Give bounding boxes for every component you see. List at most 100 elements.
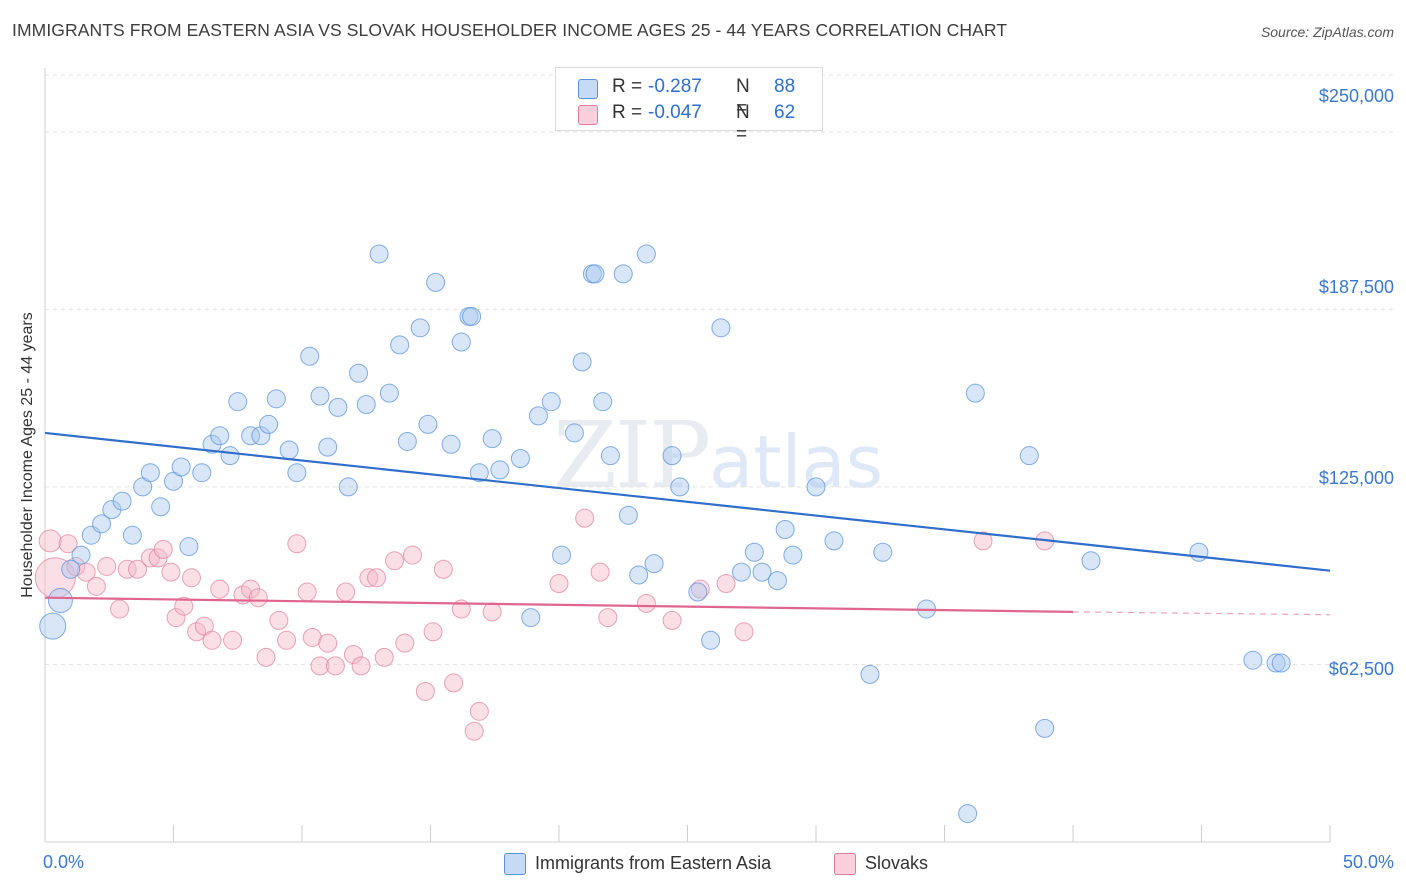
slovaks-point — [636, 593, 656, 613]
slovaks-point — [433, 559, 453, 579]
slovaks-trendline — [44, 596, 1074, 613]
eastern-asia-point — [1019, 446, 1039, 466]
eastern-asia-point — [356, 395, 376, 415]
eastern-asia-point — [1081, 551, 1101, 571]
slovaks-point — [58, 534, 78, 554]
eastern-asia-point — [490, 460, 510, 480]
slovaks-point — [318, 633, 338, 653]
chart-title: IMMIGRANTS FROM EASTERN ASIA VS SLOVAK H… — [12, 20, 1008, 40]
correlation-legend: R = -0.287 N = 88 R = -0.047 N = 62 — [555, 67, 823, 145]
eastern-asia-point — [241, 426, 261, 446]
slovaks-point — [403, 545, 423, 565]
x-tick-label-max: 50.0% — [1342, 852, 1394, 872]
eastern-asia-trendline — [44, 431, 1331, 572]
slovaks-point — [464, 721, 484, 741]
eastern-asia-point — [600, 446, 620, 466]
legend-n-label: N = — [736, 102, 750, 145]
slovaks-point — [973, 531, 993, 551]
eastern-asia-point — [873, 542, 893, 562]
eastern-asia-point — [410, 318, 430, 338]
eastern-asia-point — [688, 582, 708, 602]
legend-r-value: -0.287 — [648, 76, 702, 97]
y-axis-label: Householder Income Ages 25 - 44 years — [19, 312, 36, 598]
slovaks-point — [97, 556, 117, 576]
slovaks-point — [166, 608, 186, 628]
eastern-asia-point — [379, 383, 399, 403]
slovaks-point — [117, 559, 137, 579]
slovaks-point — [248, 588, 268, 608]
slovaks-point — [734, 622, 754, 642]
legend-r-label: R = — [612, 102, 643, 123]
legend-n-label: N = — [736, 76, 750, 119]
eastern-asia-point — [636, 244, 656, 264]
eastern-asia-point — [670, 477, 690, 497]
slovaks-point — [716, 573, 736, 593]
eastern-asia-point — [824, 531, 844, 551]
eastern-asia-point — [593, 392, 613, 412]
eastern-asia-point — [528, 406, 548, 426]
slovaks-point — [38, 529, 62, 553]
eastern-asia-point — [300, 346, 320, 366]
slovaks-point — [161, 562, 181, 582]
slovaks-point — [310, 656, 330, 676]
eastern-asia-point — [1271, 653, 1291, 673]
slovaks-point — [66, 556, 86, 576]
slovaks-point — [336, 582, 356, 602]
slovaks-point — [590, 562, 610, 582]
slovaks-point — [223, 630, 243, 650]
slovaks-point — [174, 596, 194, 616]
eastern-asia-point — [618, 505, 638, 525]
slovaks-point — [269, 610, 289, 630]
eastern-asia-point — [752, 562, 772, 582]
eastern-asia-point — [958, 804, 978, 824]
eastern-asia-point — [39, 612, 67, 640]
eastern-asia-point — [552, 545, 572, 565]
slovaks-point — [662, 610, 682, 630]
slovaks-point — [598, 608, 618, 628]
slovaks-point — [153, 539, 173, 559]
eastern-asia-point — [71, 545, 91, 565]
slovaks-point — [549, 573, 569, 593]
eastern-asia-point — [441, 434, 461, 454]
eastern-asia-point — [151, 497, 171, 517]
slovaks-point — [297, 582, 317, 602]
eastern-asia-point — [613, 264, 633, 284]
slovaks-point — [256, 647, 276, 667]
eastern-asia-point — [572, 352, 592, 372]
eastern-asia-point — [451, 332, 471, 352]
x-tick-label-min: 0.0% — [43, 852, 85, 872]
slovaks-point — [423, 622, 443, 642]
eastern-asia-point — [266, 389, 286, 409]
eastern-asia-point — [328, 397, 348, 417]
slovaks-point — [359, 568, 379, 588]
eastern-asia-point — [287, 463, 307, 483]
source-label: Source: ZipAtlas.com — [1260, 24, 1394, 40]
y-tick-label: $62,500 — [1328, 659, 1394, 679]
eastern-asia-point — [418, 414, 438, 434]
eastern-asia-point — [701, 630, 721, 650]
slovaks-point — [325, 656, 345, 676]
watermark-atlas: atlas — [709, 420, 884, 504]
eastern-asia-point — [397, 431, 417, 451]
eastern-asia-point — [220, 446, 240, 466]
eastern-asia-point — [112, 491, 132, 511]
eastern-asia-point — [426, 272, 446, 292]
slovaks-point — [202, 630, 222, 650]
eastern-asia-point — [310, 386, 330, 406]
eastern-asia-point — [744, 542, 764, 562]
eastern-asia-point — [469, 463, 489, 483]
eastern-asia-point — [122, 525, 142, 545]
slovaks-point — [351, 656, 371, 676]
y-tick-label: $187,500 — [1318, 277, 1394, 297]
slovaks-point — [187, 622, 207, 642]
eastern-asia-point — [390, 335, 410, 355]
slovaks-point — [277, 630, 297, 650]
eastern-asia-point — [731, 562, 751, 582]
slovaks-point — [469, 701, 489, 721]
eastern-asia-point — [179, 537, 199, 557]
eastern-asia-point — [349, 363, 369, 383]
legend-swatch-pink — [578, 105, 598, 125]
bottom-legend-label: Immigrants from Eastern Asia — [535, 853, 772, 873]
eastern-asia-point — [644, 554, 664, 574]
